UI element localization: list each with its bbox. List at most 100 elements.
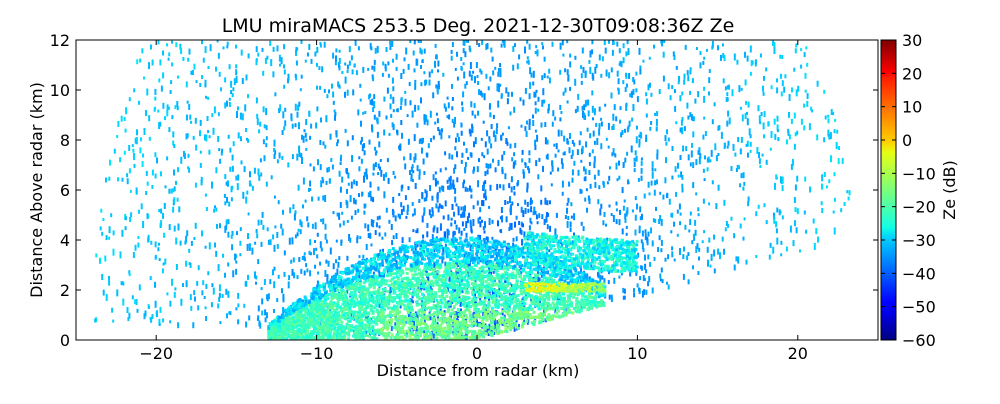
reflectivity-gate [490, 315, 494, 319]
reflectivity-gate [733, 233, 736, 239]
reflectivity-gate [348, 60, 351, 66]
reflectivity-gate [583, 104, 586, 111]
reflectivity-gate [425, 262, 429, 266]
reflectivity-gate [776, 237, 779, 245]
reflectivity-gate [635, 125, 638, 130]
reflectivity-gate [400, 289, 404, 293]
reflectivity-gate [563, 151, 566, 156]
reflectivity-gate [806, 93, 809, 100]
reflectivity-gate [587, 110, 590, 117]
reflectivity-gate [359, 291, 363, 295]
reflectivity-gate [482, 226, 485, 231]
reflectivity-gate [492, 289, 496, 293]
reflectivity-gate [370, 331, 373, 335]
reflectivity-gate [408, 82, 411, 86]
reflectivity-gate [776, 78, 778, 83]
reflectivity-gate [692, 182, 695, 189]
reflectivity-gate [391, 77, 394, 84]
reflectivity-gate [316, 254, 319, 259]
reflectivity-gate [710, 253, 713, 261]
reflectivity-gate [422, 212, 425, 216]
reflectivity-gate [432, 306, 436, 310]
reflectivity-gate [515, 286, 519, 290]
reflectivity-gate [239, 136, 242, 142]
reflectivity-gate [117, 120, 120, 127]
reflectivity-gate [335, 55, 337, 62]
reflectivity-gate [546, 153, 549, 160]
reflectivity-gate [468, 272, 472, 276]
reflectivity-gate [485, 73, 488, 79]
reflectivity-gate [516, 182, 519, 187]
reflectivity-gate [421, 60, 424, 63]
reflectivity-gate [436, 254, 440, 258]
reflectivity-gate [351, 294, 355, 298]
reflectivity-gate [486, 236, 489, 243]
reflectivity-gate [763, 203, 766, 208]
reflectivity-gate [521, 279, 525, 283]
reflectivity-gate [288, 275, 291, 281]
reflectivity-gate [428, 268, 432, 271]
reflectivity-gate [640, 167, 643, 174]
reflectivity-gate [418, 169, 421, 176]
reflectivity-gate [407, 138, 410, 145]
reflectivity-gate [432, 135, 435, 140]
reflectivity-gate [435, 180, 437, 187]
reflectivity-gate [414, 183, 417, 189]
reflectivity-gate [228, 97, 231, 101]
reflectivity-gate [120, 281, 123, 286]
reflectivity-gate [282, 209, 284, 215]
reflectivity-gate [655, 126, 658, 132]
reflectivity-gate [385, 302, 389, 306]
reflectivity-gate [471, 126, 474, 134]
reflectivity-gate [584, 197, 587, 202]
reflectivity-gate [371, 126, 374, 133]
reflectivity-gate [428, 79, 431, 86]
reflectivity-gate [358, 156, 361, 160]
reflectivity-gate [335, 239, 338, 243]
reflectivity-gate [698, 256, 700, 261]
reflectivity-gate [532, 70, 535, 78]
reflectivity-gate [723, 199, 726, 206]
reflectivity-gate [461, 337, 465, 340]
reflectivity-gate [158, 78, 161, 83]
reflectivity-gate [718, 125, 721, 130]
reflectivity-gate [496, 183, 499, 190]
reflectivity-gate [467, 261, 470, 268]
reflectivity-gate [645, 113, 648, 118]
reflectivity-gate [717, 248, 720, 255]
reflectivity-gate [366, 174, 368, 180]
reflectivity-gate [205, 283, 208, 289]
reflectivity-gate [619, 60, 622, 66]
reflectivity-gate [566, 202, 569, 206]
reflectivity-gate [316, 232, 319, 237]
reflectivity-gate [726, 92, 729, 97]
reflectivity-gate [205, 134, 208, 142]
reflectivity-gate [220, 151, 223, 156]
reflectivity-gate [534, 51, 537, 54]
reflectivity-gate [795, 227, 798, 234]
reflectivity-gate [246, 137, 248, 141]
reflectivity-gate [674, 89, 676, 94]
reflectivity-gate [735, 168, 738, 172]
reflectivity-gate [457, 208, 460, 216]
reflectivity-gate [680, 171, 683, 178]
reflectivity-gate [264, 57, 267, 64]
reflectivity-gate [436, 196, 439, 203]
reflectivity-gate [528, 43, 531, 50]
reflectivity-gate [692, 162, 695, 169]
reflectivity-gate [379, 159, 382, 162]
reflectivity-gate [703, 56, 706, 60]
reflectivity-gate [131, 144, 134, 148]
reflectivity-gate [378, 302, 381, 308]
reflectivity-gate [335, 130, 338, 136]
reflectivity-gate [232, 141, 235, 147]
reflectivity-gate [479, 254, 483, 258]
reflectivity-gate [339, 157, 342, 162]
reflectivity-gate [406, 276, 410, 280]
reflectivity-gate [526, 40, 529, 44]
reflectivity-gate [580, 159, 583, 163]
reflectivity-gate [108, 280, 111, 286]
reflectivity-gate [636, 283, 639, 288]
reflectivity-gate [414, 153, 417, 161]
reflectivity-gate [541, 268, 545, 272]
